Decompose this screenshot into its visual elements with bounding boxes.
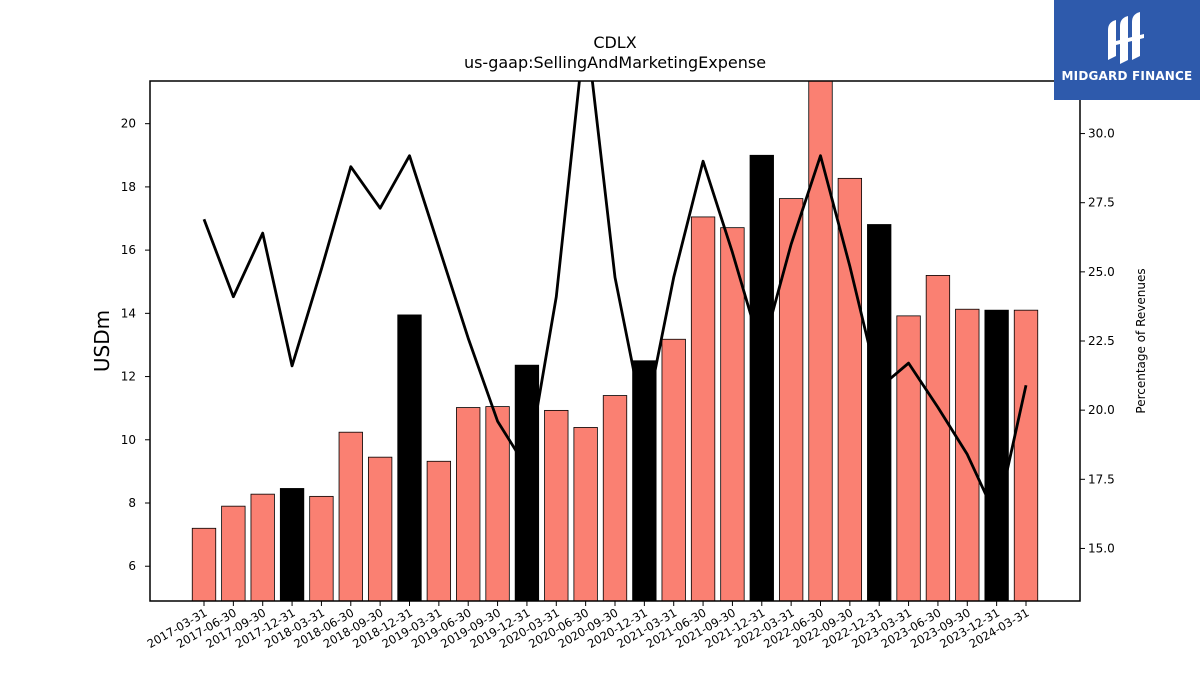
y-tick-label: 6 xyxy=(128,559,136,573)
y-tick-label: 18 xyxy=(121,180,136,194)
x-axis: 2017-03-312017-06-302017-09-302017-12-31… xyxy=(145,601,1032,651)
line-series xyxy=(202,81,1028,520)
brand-name: MIDGARD FINANCE xyxy=(1061,69,1193,83)
bar-2021-12-31 xyxy=(749,154,774,601)
bar-2020-06-30 xyxy=(573,427,598,601)
bar-2022-09-30 xyxy=(837,177,863,601)
bar-2019-06-30 xyxy=(456,407,481,601)
bar-2017-06-30 xyxy=(221,505,246,601)
bar-2023-12-31 xyxy=(984,309,1009,601)
y-tick-label: 14 xyxy=(121,306,136,320)
y2-tick-label: 22.5 xyxy=(1088,334,1115,348)
chart-title: CDLX xyxy=(593,33,636,52)
bar-2020-03-31 xyxy=(544,409,569,601)
brand-logo: MIDGARD FINANCE xyxy=(1054,0,1200,100)
bar-2020-09-30 xyxy=(602,395,628,601)
chart-subtitle: us-gaap:SellingAndMarketingExpense xyxy=(464,53,766,72)
y-axis-label: USDm xyxy=(90,310,114,372)
left-axis: 6 8 10 12 14 16 18 20 xyxy=(121,117,150,573)
y2-tick-label: 27.5 xyxy=(1088,196,1115,210)
y-tick-label: 16 xyxy=(121,243,136,257)
y-tick-label: 10 xyxy=(121,433,136,447)
y2-tick-label: 30.0 xyxy=(1088,127,1115,141)
y-tick-label: 8 xyxy=(128,496,136,510)
midgard-logo-icon xyxy=(1108,12,1144,64)
y2-tick-label: 25.0 xyxy=(1088,265,1115,279)
bar-2021-06-30 xyxy=(690,216,716,601)
bar-2018-09-30 xyxy=(367,456,393,601)
y2-tick-label: 15.0 xyxy=(1088,541,1115,555)
bar-2017-12-31 xyxy=(279,488,305,601)
bar-series xyxy=(191,81,1039,601)
percentage-line xyxy=(202,81,1028,520)
bar-2022-12-31 xyxy=(867,224,892,601)
bar-2022-03-31 xyxy=(778,198,804,601)
bar-2018-03-31 xyxy=(309,495,334,601)
bar-2017-09-30 xyxy=(250,493,275,601)
right-axis: 15.0 17.5 20.0 22.5 25.0 27.5 30.0 xyxy=(1080,127,1115,555)
y2-tick-label: 20.0 xyxy=(1088,403,1115,417)
bar-2023-06-30 xyxy=(925,275,951,601)
bar-2019-12-31 xyxy=(514,364,540,601)
bar-2017-03-31 xyxy=(191,527,217,601)
bar-2020-12-31 xyxy=(632,360,657,601)
bar-2021-03-31 xyxy=(661,338,686,601)
bar-2019-09-30 xyxy=(485,406,510,601)
bar-2019-03-31 xyxy=(426,460,452,601)
bar-2023-03-31 xyxy=(896,315,921,601)
y-tick-label: 20 xyxy=(121,117,136,131)
y-tick-label: 12 xyxy=(121,370,136,384)
y2-axis-label: Percentage of Revenues xyxy=(1134,268,1148,413)
y2-tick-label: 17.5 xyxy=(1088,472,1115,486)
bar-2018-06-30 xyxy=(338,431,363,601)
bar-2018-12-31 xyxy=(397,314,422,601)
bar-2024-03-31 xyxy=(1013,309,1039,601)
